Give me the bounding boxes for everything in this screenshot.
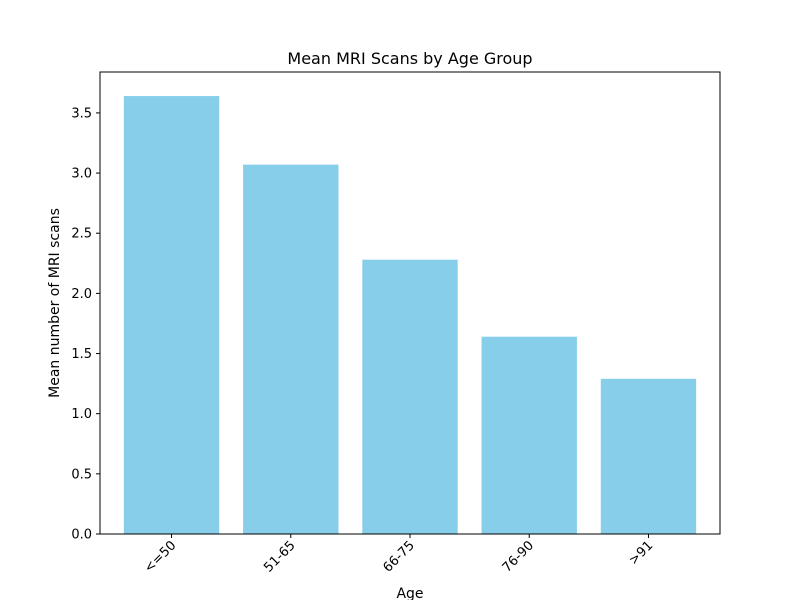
y-tick-label: 3.0 bbox=[71, 167, 92, 182]
bar-<=50 bbox=[123, 96, 220, 534]
plot-frame bbox=[99, 71, 721, 535]
y-tick-label: 2.0 bbox=[71, 287, 92, 302]
bar->91 bbox=[600, 378, 697, 534]
bar-76-90 bbox=[481, 336, 577, 534]
y-tick-label: 2.5 bbox=[71, 227, 92, 242]
x-tick-label: 66-75 bbox=[381, 538, 418, 575]
x-axis-label: Age bbox=[396, 586, 423, 600]
y-tick-label: 3.5 bbox=[71, 106, 92, 121]
y-tick-label: 0.5 bbox=[71, 467, 92, 482]
y-axis: 0.0 0.5 1.0 1.5 2.0 2.5 3.0 3.5 bbox=[71, 106, 100, 543]
bar-51-65 bbox=[243, 164, 339, 534]
chart-title: Mean MRI Scans by Age Group bbox=[287, 49, 532, 68]
x-tick-label: <=50 bbox=[142, 538, 180, 576]
y-axis-label: Mean number of MRI scans bbox=[47, 208, 63, 398]
x-tick-label: 51-65 bbox=[261, 538, 298, 575]
y-tick-label: 1.0 bbox=[71, 407, 92, 422]
y-tick-label: 0.0 bbox=[71, 528, 92, 543]
x-tick-label: 76-90 bbox=[500, 538, 537, 575]
bar-66-75 bbox=[362, 259, 458, 534]
y-tick-label: 1.5 bbox=[71, 347, 92, 362]
x-tick-label: >91 bbox=[626, 538, 656, 568]
x-axis: <=50 51-65 66-75 76-90 >91 bbox=[142, 534, 656, 576]
bars-layer bbox=[123, 96, 697, 534]
